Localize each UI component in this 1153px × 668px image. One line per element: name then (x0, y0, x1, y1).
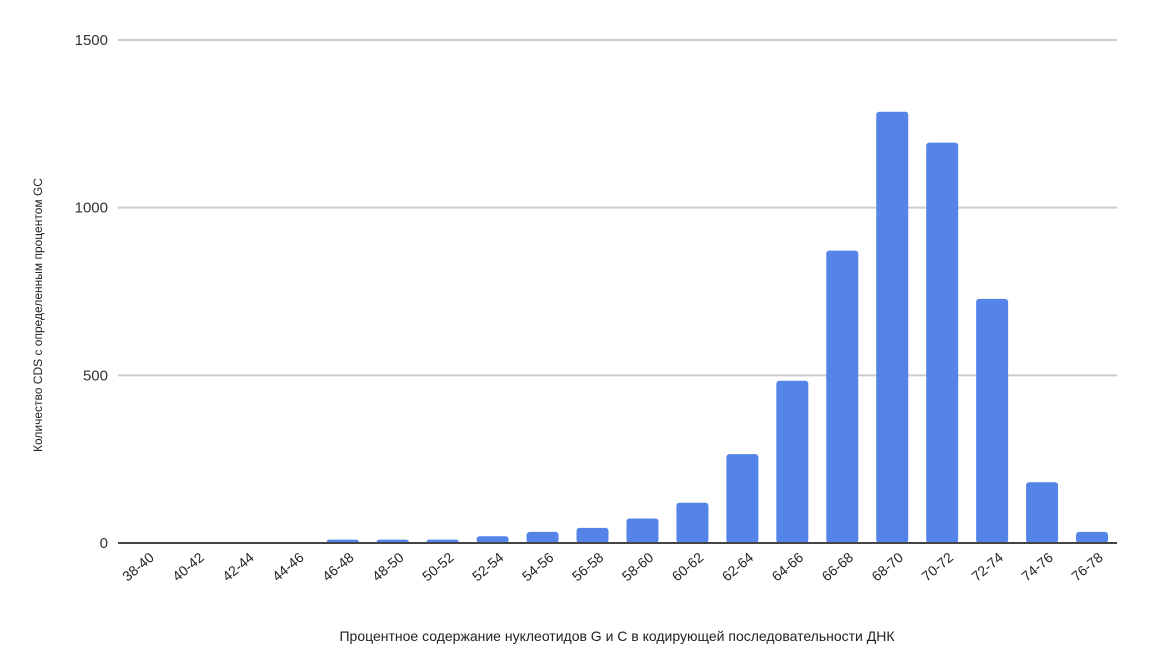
x-axis-title: Процентное содержание нуклеотидов G и С … (339, 628, 895, 644)
bar (726, 454, 759, 543)
x-tick-label: 52-54 (469, 549, 507, 584)
x-tick-label: 60-62 (669, 549, 707, 584)
y-tick-label: 1000 (75, 200, 108, 217)
x-tick-label: 46-48 (319, 549, 357, 584)
bar (626, 518, 659, 543)
bar (776, 380, 809, 543)
y-tick-label: 500 (83, 367, 108, 384)
y-axis-title: Количество CDS с определенным процентом … (31, 178, 45, 452)
x-tick-label: 64-66 (769, 549, 807, 584)
bar (576, 527, 609, 543)
bar (476, 536, 509, 543)
x-tick-label: 58-60 (619, 549, 657, 584)
x-tick-label: 54-56 (519, 549, 557, 584)
x-tick-label: 40-42 (169, 549, 207, 584)
x-tick-label: 48-50 (369, 549, 407, 584)
x-tick-label: 68-70 (868, 549, 906, 584)
x-tick-label: 72-74 (968, 549, 1006, 584)
bars (126, 111, 1109, 544)
bar (526, 531, 559, 543)
bar (1026, 482, 1059, 543)
x-tick-label: 38-40 (119, 549, 157, 584)
y-axis-ticks: 0 500 1000 1500 (75, 32, 108, 552)
x-tick-label: 62-64 (719, 549, 757, 584)
x-tick-label: 56-58 (569, 549, 607, 584)
bar (676, 502, 709, 543)
x-axis-ticks: 38-40 40-42 42-44 44-46 46-48 48-50 50-52 52-54… (119, 549, 1106, 584)
bar (826, 250, 859, 543)
bar (876, 111, 909, 544)
gridlines (118, 39, 1117, 377)
x-tick-label: 76-78 (1068, 549, 1106, 584)
x-tick-label: 44-46 (269, 549, 307, 584)
bar (1076, 531, 1109, 543)
y-tick-label: 1500 (75, 32, 108, 49)
x-tick-label: 66-68 (818, 549, 856, 584)
x-tick-label: 50-52 (419, 549, 457, 584)
x-tick-label: 74-76 (1018, 549, 1056, 584)
bar (926, 142, 959, 543)
y-tick-label: 0 (100, 535, 108, 552)
x-tick-label: 70-72 (918, 549, 956, 584)
x-tick-label: 42-44 (219, 549, 257, 584)
bar (976, 298, 1009, 543)
